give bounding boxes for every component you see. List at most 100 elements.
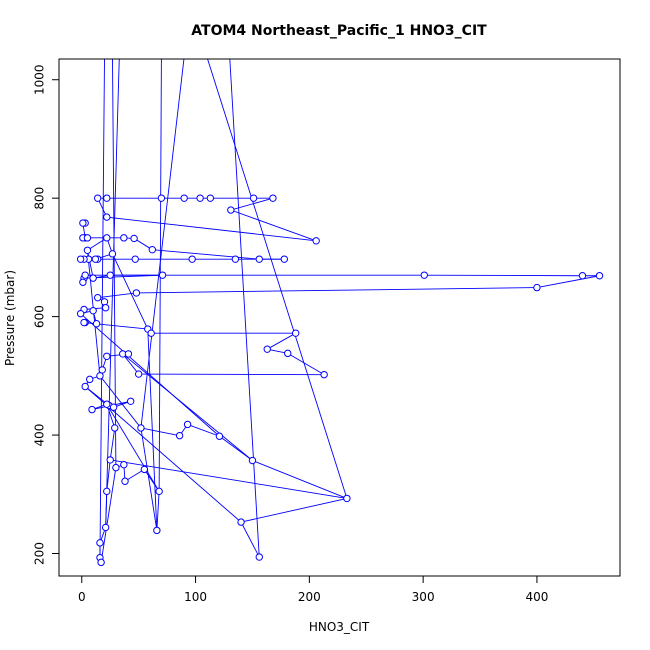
series-line-segment bbox=[156, 491, 160, 531]
x-tick-label: 200 bbox=[298, 590, 321, 604]
data-point bbox=[578, 272, 587, 280]
series-line-segment bbox=[99, 375, 142, 429]
data-point bbox=[121, 477, 129, 485]
data-point bbox=[109, 403, 118, 411]
data-point bbox=[103, 400, 111, 408]
series-line-segment bbox=[240, 521, 260, 558]
series-line-segment bbox=[87, 250, 94, 279]
chart-title: ATOM4 Northeast_Pacific_1 HNO3_CIT bbox=[191, 23, 487, 39]
x-tick-label: 400 bbox=[525, 590, 548, 604]
data-point bbox=[79, 278, 87, 286]
series-lines bbox=[80, 59, 600, 563]
data-point bbox=[106, 271, 114, 279]
data-point bbox=[100, 298, 109, 306]
x-tick-label: 100 bbox=[184, 590, 207, 604]
series-line-segment bbox=[230, 197, 274, 211]
data-point bbox=[155, 487, 163, 496]
data-point bbox=[420, 271, 428, 279]
data-point bbox=[147, 329, 155, 337]
data-point bbox=[153, 526, 161, 535]
series-line-segment bbox=[287, 352, 325, 376]
series-line-segment bbox=[140, 59, 185, 428]
data-point bbox=[215, 432, 224, 440]
data-point bbox=[101, 304, 110, 312]
data-point bbox=[91, 255, 100, 263]
data-point bbox=[81, 382, 89, 391]
series-line-segment bbox=[122, 353, 140, 375]
data-point bbox=[237, 518, 245, 526]
data-point bbox=[291, 329, 300, 337]
plot-frame bbox=[58, 58, 621, 577]
series-line-segment bbox=[138, 373, 325, 376]
data-point bbox=[97, 558, 105, 567]
data-point bbox=[284, 349, 292, 358]
data-point bbox=[76, 309, 85, 318]
series-line-segment bbox=[124, 469, 145, 482]
y-tick-label: 400 bbox=[33, 424, 47, 447]
data-point bbox=[101, 523, 110, 532]
data-point bbox=[248, 456, 257, 465]
series-line-segment bbox=[106, 459, 111, 492]
data-point bbox=[196, 194, 204, 202]
series-line-segment bbox=[187, 423, 220, 437]
data-point bbox=[89, 274, 97, 282]
data-point bbox=[255, 553, 263, 561]
data-point bbox=[595, 272, 604, 280]
series-line-segment bbox=[252, 460, 348, 499]
data-point bbox=[140, 465, 149, 474]
data-point bbox=[103, 194, 111, 202]
y-axis: 200 400 600 800 1000 bbox=[33, 64, 60, 565]
y-tick-label: 200 bbox=[33, 542, 47, 565]
data-point bbox=[103, 487, 111, 496]
data-point bbox=[180, 194, 188, 202]
series-line-segment bbox=[267, 332, 296, 350]
x-axis: 0 100 200 300 400 bbox=[78, 575, 548, 604]
data-point bbox=[124, 350, 133, 358]
series-line-segment bbox=[122, 353, 253, 461]
data-point bbox=[103, 234, 111, 242]
data-point bbox=[312, 237, 320, 245]
data-point bbox=[188, 255, 196, 263]
data-point bbox=[227, 206, 235, 214]
y-tick-label: 800 bbox=[33, 187, 47, 210]
data-point bbox=[76, 255, 85, 263]
data-point bbox=[255, 255, 263, 263]
plot-area bbox=[76, 59, 604, 567]
data-point bbox=[263, 345, 271, 353]
data-point bbox=[130, 234, 138, 243]
data-point bbox=[533, 283, 541, 292]
series-line-segment bbox=[136, 287, 537, 294]
series-line-segment bbox=[87, 237, 108, 251]
series-line-segment bbox=[109, 427, 116, 460]
data-point bbox=[112, 463, 120, 472]
data-point bbox=[131, 255, 139, 263]
data-point bbox=[83, 246, 92, 254]
data-point bbox=[103, 352, 111, 360]
data-point bbox=[96, 539, 104, 547]
data-point bbox=[343, 494, 351, 503]
data-point bbox=[269, 194, 277, 202]
series-line-segment bbox=[140, 427, 180, 437]
series-line-segment bbox=[152, 249, 260, 260]
data-point bbox=[120, 234, 128, 242]
data-point bbox=[108, 250, 117, 258]
series-line-segment bbox=[140, 427, 158, 531]
data-point bbox=[96, 372, 104, 380]
data-point bbox=[92, 320, 101, 328]
data-point bbox=[137, 424, 145, 432]
data-point bbox=[89, 306, 97, 315]
data-point bbox=[132, 289, 141, 297]
y-tick-label: 1000 bbox=[33, 64, 47, 95]
data-point bbox=[231, 255, 240, 263]
data-point bbox=[81, 271, 89, 279]
series-line-segment bbox=[240, 497, 347, 523]
series-line-segment bbox=[147, 329, 158, 531]
x-axis-label: HNO3_CIT bbox=[309, 620, 370, 634]
data-point bbox=[111, 424, 119, 432]
series-markers bbox=[76, 194, 604, 567]
data-point bbox=[80, 318, 88, 327]
data-point bbox=[183, 420, 192, 429]
data-point bbox=[103, 213, 111, 221]
data-point bbox=[120, 460, 128, 469]
series-line-segment bbox=[112, 253, 149, 330]
